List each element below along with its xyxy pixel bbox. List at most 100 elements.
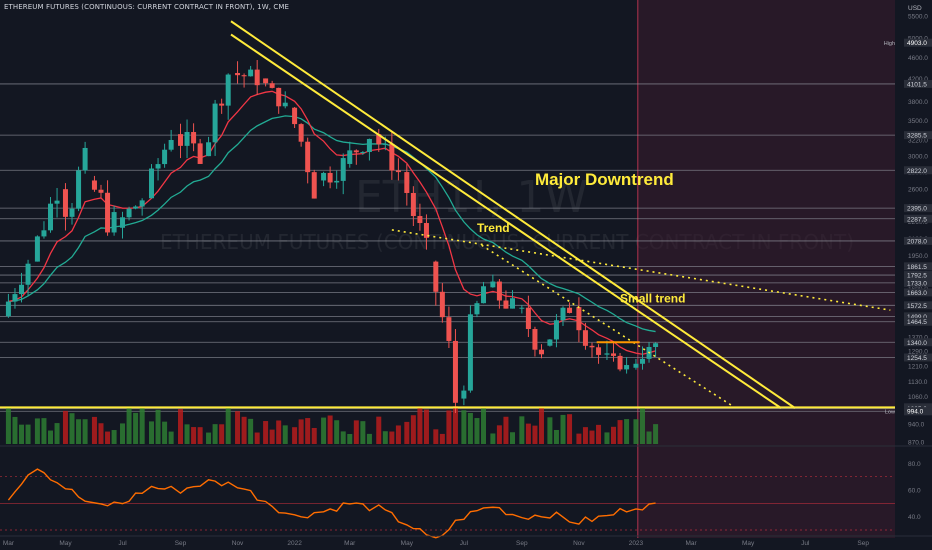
volume-bar bbox=[567, 414, 573, 444]
volume-bar bbox=[617, 420, 623, 444]
candle-body bbox=[120, 217, 126, 228]
volume-bar bbox=[439, 433, 445, 444]
volume-bar bbox=[481, 408, 487, 444]
volume-bar bbox=[34, 418, 40, 444]
rsi-line bbox=[7, 468, 656, 539]
volume-bar bbox=[417, 407, 423, 444]
x-tick-label: 2022 bbox=[287, 540, 302, 547]
y-tick-label: 870.0 bbox=[908, 440, 925, 447]
volume-bar bbox=[490, 433, 496, 444]
volume-bar bbox=[25, 424, 31, 444]
candle-body bbox=[376, 134, 382, 145]
candle-body bbox=[467, 314, 473, 391]
price-level-tag bbox=[904, 214, 932, 223]
candle-body bbox=[446, 317, 452, 341]
price-level-label: 1340.0 bbox=[907, 340, 927, 347]
price-level-label: 1861.5 bbox=[907, 264, 927, 271]
y-tick-label: 2600.0 bbox=[908, 187, 928, 194]
price-level-label: 2822.0 bbox=[907, 168, 927, 175]
candle-body bbox=[360, 152, 366, 154]
volume-bar bbox=[311, 427, 317, 444]
volume-bar bbox=[177, 409, 183, 444]
candle-body bbox=[321, 172, 327, 181]
volume-bar bbox=[547, 417, 553, 444]
volume-bar bbox=[241, 416, 247, 444]
volume-bar bbox=[353, 420, 359, 444]
volume-bar bbox=[366, 433, 372, 444]
price-level-tag bbox=[904, 312, 932, 321]
price-level-label: 1254.5 bbox=[907, 355, 927, 362]
candle-body bbox=[624, 365, 630, 370]
candle-body bbox=[177, 134, 183, 146]
candle-body bbox=[490, 281, 496, 288]
candle-body bbox=[82, 147, 88, 171]
candle-body bbox=[560, 307, 566, 321]
candle-body bbox=[5, 301, 11, 317]
candle-body bbox=[604, 353, 610, 355]
extreme-label: High bbox=[884, 41, 895, 47]
volume-bar bbox=[139, 408, 145, 444]
candle-body bbox=[155, 164, 161, 169]
volume-bar bbox=[263, 421, 269, 444]
volume-bar bbox=[525, 423, 531, 444]
x-tick-label: May bbox=[401, 540, 414, 547]
candle-body bbox=[653, 343, 659, 348]
x-tick-label: Sep bbox=[857, 540, 869, 547]
volume-bar bbox=[105, 431, 111, 444]
candle-body bbox=[91, 180, 97, 190]
candle-body bbox=[54, 200, 60, 204]
trendline-small-trend-dotted bbox=[481, 244, 734, 408]
volume-bar bbox=[282, 425, 288, 444]
trendline-major-lower bbox=[230, 33, 782, 409]
volume-bar bbox=[298, 419, 304, 444]
candle-body bbox=[168, 140, 174, 150]
candle-body bbox=[633, 363, 639, 368]
volume-bar bbox=[5, 407, 11, 444]
candle-body bbox=[12, 294, 18, 302]
volume-bar bbox=[589, 430, 595, 444]
volume-bar bbox=[191, 427, 197, 444]
price-level-tag bbox=[904, 317, 932, 326]
volume-bar bbox=[509, 432, 515, 444]
volume-bar bbox=[423, 409, 429, 444]
candle-body bbox=[98, 189, 104, 193]
volume-bar bbox=[69, 413, 75, 444]
candle-body bbox=[149, 168, 155, 199]
candle-body bbox=[547, 339, 553, 346]
annotation-label: Major Downtrend bbox=[535, 170, 674, 189]
rsi-tick-label: 80.0 bbox=[908, 461, 921, 468]
price-level-label: 1499.0 bbox=[907, 314, 927, 321]
candle-body bbox=[126, 208, 132, 218]
candle-body bbox=[62, 189, 68, 217]
candle-body bbox=[353, 150, 359, 153]
candle-body bbox=[327, 172, 333, 183]
volume-bar bbox=[184, 424, 190, 444]
candle-body bbox=[197, 143, 203, 164]
volume-bar bbox=[376, 416, 382, 444]
volume-bar bbox=[120, 423, 126, 444]
volume-bar bbox=[292, 427, 298, 444]
price-level-tag bbox=[904, 204, 932, 213]
y-tick-label: 940.0 bbox=[908, 422, 925, 429]
volume-bar bbox=[360, 421, 366, 444]
candle-body bbox=[433, 261, 439, 292]
price-level-label: 1663.0 bbox=[907, 290, 927, 297]
candle-body bbox=[389, 143, 395, 171]
candle-body bbox=[538, 349, 544, 355]
candle-body bbox=[617, 355, 623, 370]
candle-body bbox=[248, 69, 254, 77]
candle-body bbox=[241, 75, 247, 77]
volume-bar bbox=[276, 420, 282, 444]
y-tick-label: 1950.0 bbox=[908, 253, 928, 260]
candle-body bbox=[139, 200, 145, 207]
candle-body bbox=[282, 102, 288, 107]
y-tick-label: 1060.0 bbox=[908, 394, 928, 401]
volume-bar bbox=[496, 425, 502, 444]
x-tick-label: Mar bbox=[344, 540, 356, 547]
candle-body bbox=[553, 320, 559, 340]
candle-body bbox=[439, 291, 445, 318]
y-tick-label: 4200.0 bbox=[908, 76, 928, 83]
candle-body bbox=[111, 212, 117, 233]
candle-body bbox=[298, 124, 304, 142]
